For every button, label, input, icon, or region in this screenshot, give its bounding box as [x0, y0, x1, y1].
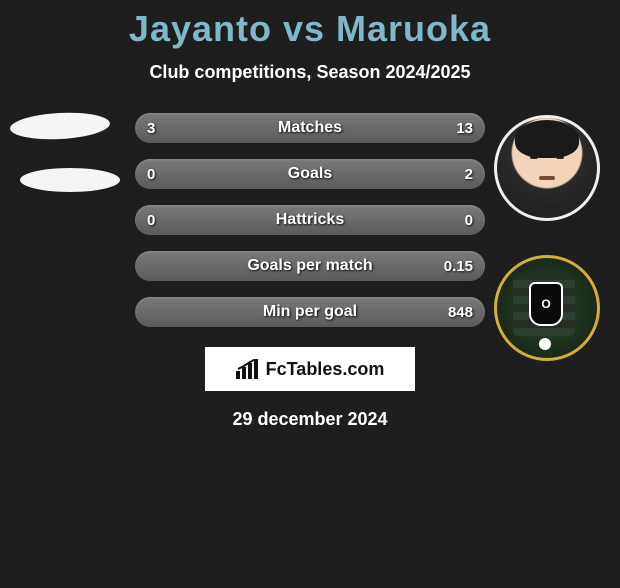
stat-bar-goals: 0 Goals 2	[135, 159, 485, 189]
stat-label: Min per goal	[263, 303, 357, 321]
stat-bar-hattricks: 0 Hattricks 0	[135, 205, 485, 235]
comparison-content: O 3 Matches 13 0 Goals 2 0 Hattricks 0 G…	[0, 113, 620, 430]
stat-left: 0	[147, 212, 155, 229]
logo-text: FcTables.com	[266, 359, 385, 380]
stat-right: 0.15	[444, 258, 473, 275]
source-logo: FcTables.com	[205, 347, 415, 391]
stat-label: Hattricks	[276, 211, 344, 229]
right-club-crest: O	[494, 255, 600, 361]
page-title: Jayanto vs Maruoka	[0, 8, 620, 50]
crest-letter: O	[529, 282, 563, 326]
stat-label: Goals per match	[247, 257, 372, 275]
stat-right: 848	[448, 304, 473, 321]
stat-right: 2	[465, 166, 473, 183]
stat-bars: 3 Matches 13 0 Goals 2 0 Hattricks 0 Goa…	[135, 113, 485, 327]
stat-bar-matches: 3 Matches 13	[135, 113, 485, 143]
bar-chart-icon	[236, 359, 260, 379]
left-player-placeholder-2	[20, 168, 120, 192]
stat-bar-min-per-goal: Min per goal 848	[135, 297, 485, 327]
stat-right: 0	[465, 212, 473, 229]
stat-bar-goals-per-match: Goals per match 0.15	[135, 251, 485, 281]
stat-label: Goals	[288, 165, 332, 183]
left-player-placeholder-1	[9, 110, 110, 141]
subtitle: Club competitions, Season 2024/2025	[0, 62, 620, 83]
stat-left: 0	[147, 166, 155, 183]
stat-left: 3	[147, 120, 155, 137]
stat-label: Matches	[278, 119, 342, 137]
date: 29 december 2024	[0, 409, 620, 430]
right-player-photo	[494, 115, 600, 221]
stat-right: 13	[456, 120, 473, 137]
